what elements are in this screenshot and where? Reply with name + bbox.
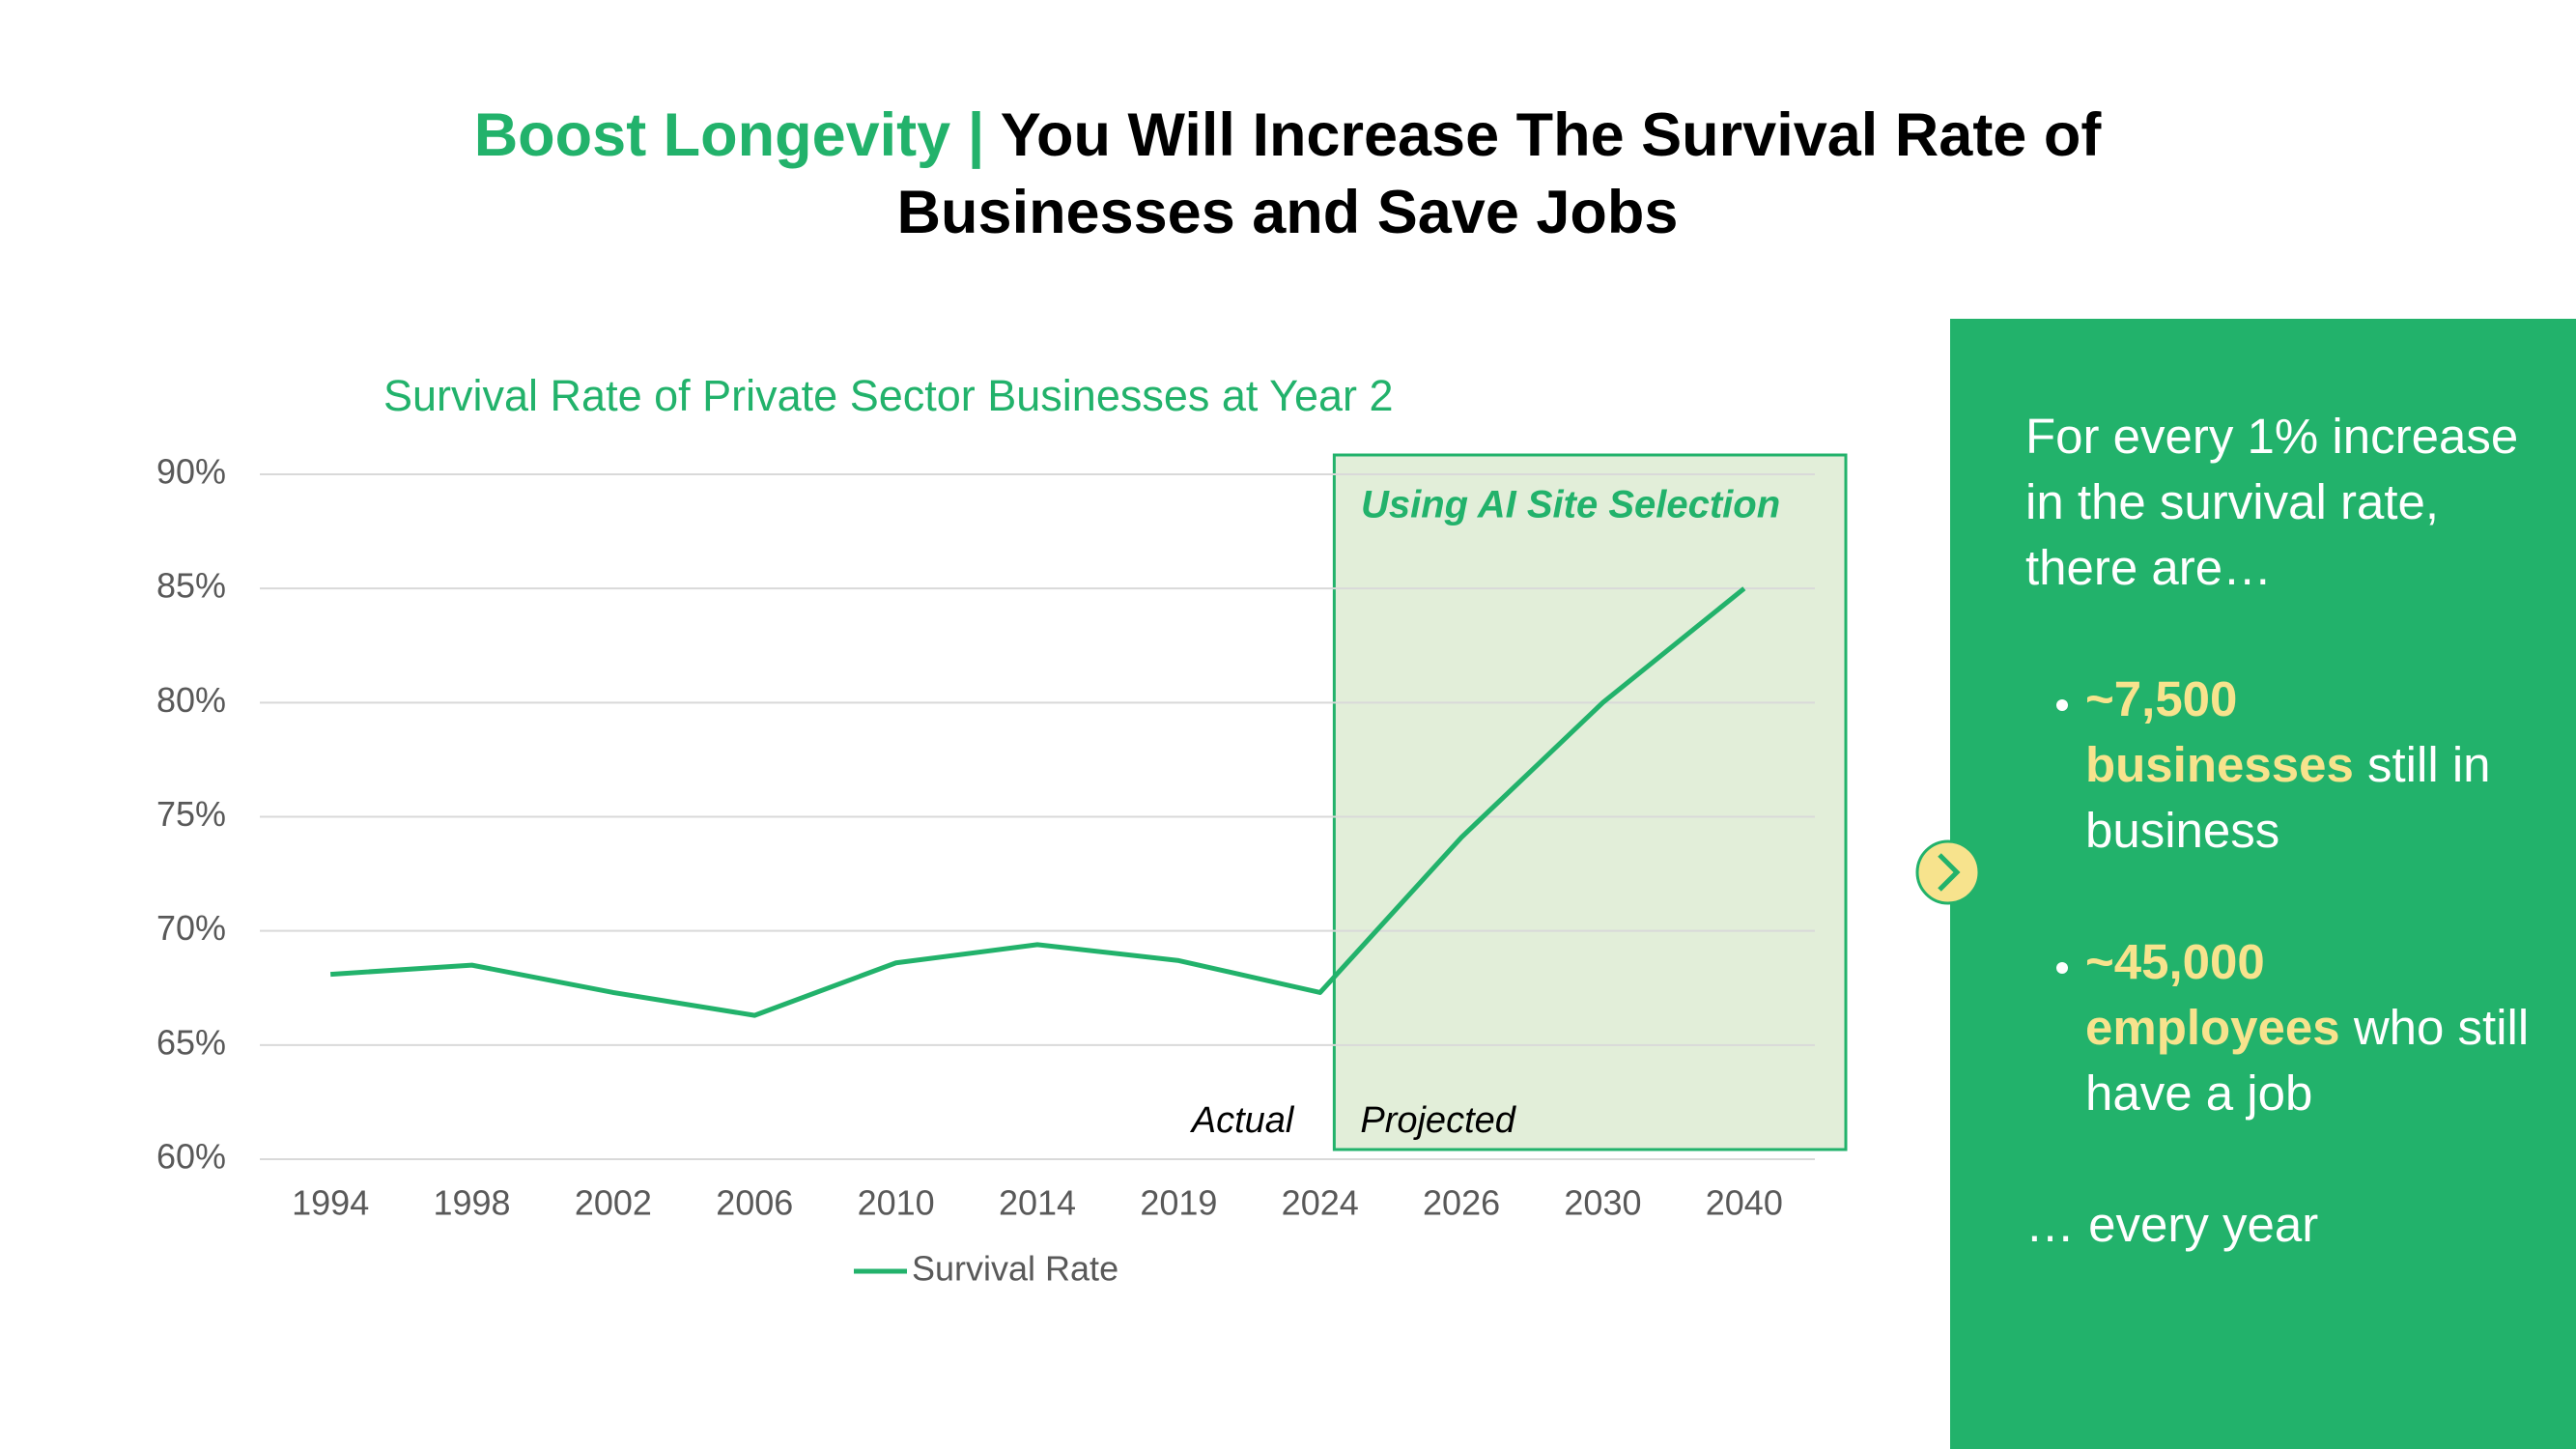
y-tick-label: 70% [156,908,226,948]
x-tick-label: 2014 [999,1183,1076,1223]
y-tick-label: 85% [156,566,226,606]
data-line [330,586,1746,1018]
x-tick-label: 2030 [1564,1183,1641,1223]
x-tick-label: 2002 [575,1183,652,1223]
bullet-rest: who still have a job [2085,1000,2530,1121]
x-tick-label: 2006 [716,1183,793,1223]
projection-region [1332,453,1848,1151]
bullet-number: ~7,500 [2085,671,2238,726]
x-tick-label: 2026 [1423,1183,1500,1223]
y-tick-label: 75% [156,794,226,834]
bullet-list: ~7,500 businesses still in business ~45,0… [2025,667,2547,1126]
x-tick-label: 2040 [1706,1183,1783,1223]
chevron [1938,853,1961,892]
x-tick-label: 2019 [1140,1183,1217,1223]
title-highlight: Boost Longevity | [473,101,985,169]
y-tick-label: 90% [156,452,226,492]
bullet-number: ~45,000 [2085,934,2265,989]
x-tick-label: 1998 [433,1183,510,1223]
chart-title: Survival Rate of Private Sector Business… [383,371,1394,420]
x-tick-label: 2024 [1282,1183,1359,1223]
legend-label: Survival Rate [912,1249,1118,1289]
projected-label: Projected [1360,1100,1516,1141]
panel-outro: … every year [2025,1197,2319,1252]
x-tick-label: 2010 [858,1183,935,1223]
panel-text: For every 1% increase in the survival ra… [2025,404,2547,1258]
x-tick-label: 1994 [292,1183,369,1223]
bullet-noun: businesses [2085,737,2354,792]
panel-intro: For every 1% increase in the survival ra… [2025,409,2519,595]
bullet: ~7,500 businesses still in business [2085,667,2547,864]
actual-label: Actual [1190,1100,1295,1141]
y-tick-label: 60% [156,1137,226,1177]
side-panel [1950,319,2576,1449]
chevron-icon [1915,839,1981,905]
slide-title: Boost Longevity | You Will Increase The … [409,97,2166,251]
region-label: Using AI Site Selection [1361,484,1780,526]
title-rest: You Will Increase The Survival Rate of B… [896,101,2102,246]
bullet-rest: still in business [2085,737,2491,858]
bullet-noun: employees [2085,1000,2340,1055]
y-tick-label: 80% [156,680,226,720]
y-tick-label: 65% [156,1022,226,1062]
bullet: ~45,000 employees who still have a job [2085,929,2547,1126]
